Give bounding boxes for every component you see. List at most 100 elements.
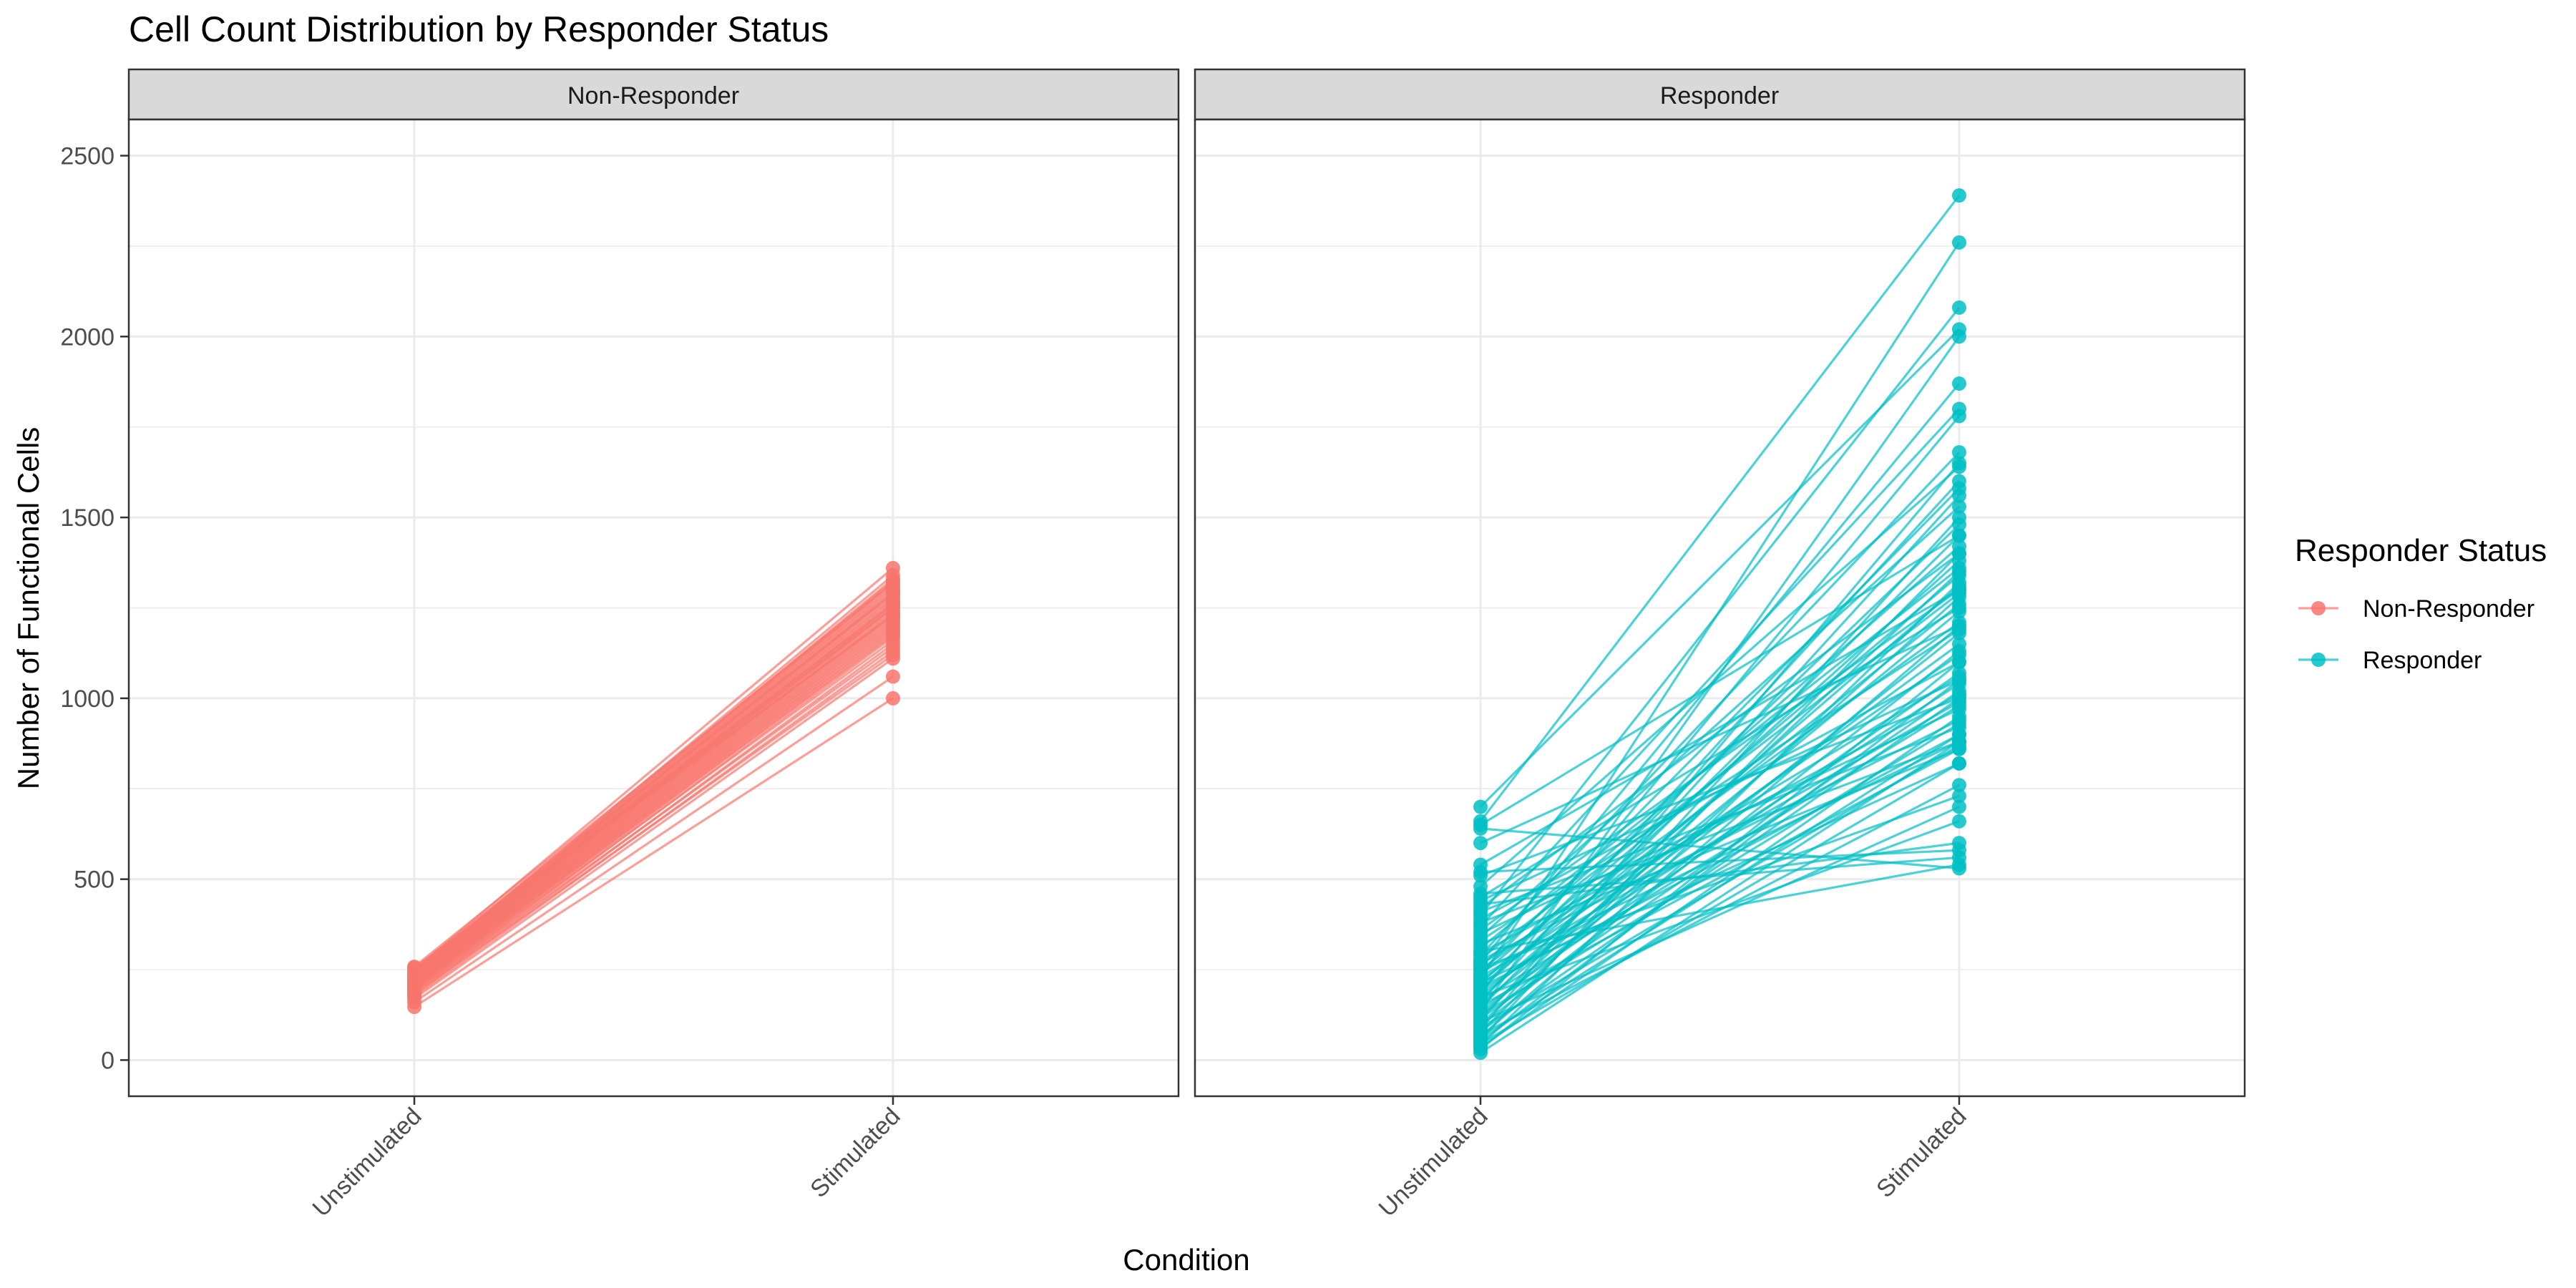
point-stimulated <box>1951 235 1966 250</box>
point-stimulated <box>1951 481 1966 496</box>
subject-line <box>1480 679 1960 902</box>
subject-line <box>1480 607 1960 899</box>
point-stimulated <box>1951 300 1966 315</box>
subject-line <box>1479 408 1961 927</box>
point-unstimulated <box>407 960 422 975</box>
subject-line <box>414 614 894 969</box>
subject-line <box>414 639 894 991</box>
facet-strip-responder <box>1194 68 2246 121</box>
legend-label: Responder <box>2363 647 2482 674</box>
legend-keys: Non-Responder Responder <box>2298 595 2534 674</box>
subject-line <box>1479 328 1961 808</box>
subject-line <box>414 630 894 987</box>
point-stimulated <box>885 586 900 601</box>
point-stimulated <box>1951 734 1966 749</box>
point-stimulated <box>1951 546 1966 561</box>
subject-line <box>1480 588 1960 866</box>
chart-title: Cell Count Distribution by Responder Sta… <box>129 9 829 49</box>
subject-line <box>414 634 894 989</box>
point-unstimulated <box>1473 799 1488 814</box>
point-stimulated <box>1951 861 1966 876</box>
y-tick-label: 0 <box>101 1047 114 1074</box>
subject-line <box>1480 592 1960 960</box>
legend-key-point <box>2311 601 2326 615</box>
facet-non-responder: Non-Responder <box>127 68 1180 1098</box>
point-stimulated <box>1951 188 1966 203</box>
point-stimulated <box>885 597 900 612</box>
subject-line <box>1480 748 1960 1008</box>
subject-line <box>1480 708 1960 935</box>
subject-line <box>1480 741 1960 973</box>
point-stimulated <box>1951 778 1966 793</box>
facet-responder: Responder <box>1194 68 2246 1098</box>
point-stimulated <box>1951 376 1966 391</box>
subject-line <box>1479 462 1961 1030</box>
point-stimulated <box>1951 528 1966 543</box>
legend-label: Non-Responder <box>2363 595 2534 623</box>
subject-line <box>414 607 894 973</box>
subject-line <box>414 615 894 984</box>
subject-line <box>414 608 894 982</box>
facet-strip-label-non-responder: Non-Responder <box>567 82 739 109</box>
subject-line <box>1480 625 1960 844</box>
y-axis-title: Number of Functional Cells <box>11 427 45 790</box>
y-axis: 0 500 1000 1500 2000 2500 <box>60 143 129 1074</box>
point-stimulated <box>1951 401 1966 416</box>
point-unstimulated <box>1473 857 1488 872</box>
legend: Responder Status Non-Responder Responder <box>2295 533 2547 674</box>
subject-line <box>1480 762 1960 1045</box>
point-stimulated <box>1951 618 1966 633</box>
point-stimulated <box>1951 720 1966 735</box>
subject-line <box>1480 535 1960 826</box>
subject-line <box>1479 195 1961 822</box>
facet-strip-non-responder <box>127 68 1180 121</box>
subject-line <box>1480 726 1960 913</box>
point-stimulated <box>1951 843 1966 858</box>
x-axis-title: Condition <box>1123 1243 1249 1277</box>
subject-line <box>414 581 894 968</box>
subject-line <box>414 592 894 970</box>
subject-line <box>1480 588 1960 931</box>
subject-line <box>1480 741 1960 924</box>
y-tick-label: 2500 <box>60 143 114 170</box>
subject-line <box>1480 794 1960 970</box>
subject-line <box>1480 718 1960 962</box>
point-unstimulated <box>1473 879 1488 894</box>
subject-line <box>1480 748 1960 946</box>
y-tick-label: 500 <box>74 867 114 894</box>
subject-line <box>414 653 894 995</box>
legend-key-point <box>2311 653 2326 667</box>
point-stimulated <box>1951 637 1966 652</box>
subject-line <box>1480 693 1960 955</box>
subject-line <box>1480 827 1960 870</box>
series-non-responder <box>407 560 900 1015</box>
panel-border-responder <box>1194 118 2246 1098</box>
subject-line <box>1480 806 1960 1023</box>
point-stimulated <box>1951 702 1966 717</box>
subject-line <box>1480 856 1960 895</box>
point-stimulated <box>885 575 900 590</box>
subject-line <box>414 627 894 987</box>
subject-line <box>414 646 894 993</box>
subject-line <box>414 697 894 1008</box>
point-stimulated <box>1951 814 1966 829</box>
subject-line <box>1479 466 1961 887</box>
point-stimulated <box>1951 756 1966 771</box>
point-stimulated <box>1951 517 1966 532</box>
point-stimulated <box>885 669 900 684</box>
legend-title: Responder Status <box>2295 533 2547 568</box>
y-tick-label: 1000 <box>60 686 114 713</box>
point-unstimulated <box>1473 814 1488 829</box>
point-stimulated <box>1951 673 1966 688</box>
point-stimulated <box>1951 582 1966 597</box>
point-stimulated <box>1951 600 1966 615</box>
series-responder <box>1473 188 1966 1060</box>
panel-border-non-responder <box>127 118 1180 1098</box>
subject-line <box>1480 697 1960 877</box>
point-stimulated <box>1951 691 1966 706</box>
point-stimulated <box>885 691 900 706</box>
point-stimulated <box>1951 499 1966 514</box>
subject-line <box>1480 653 1960 982</box>
point-stimulated <box>1951 799 1966 814</box>
